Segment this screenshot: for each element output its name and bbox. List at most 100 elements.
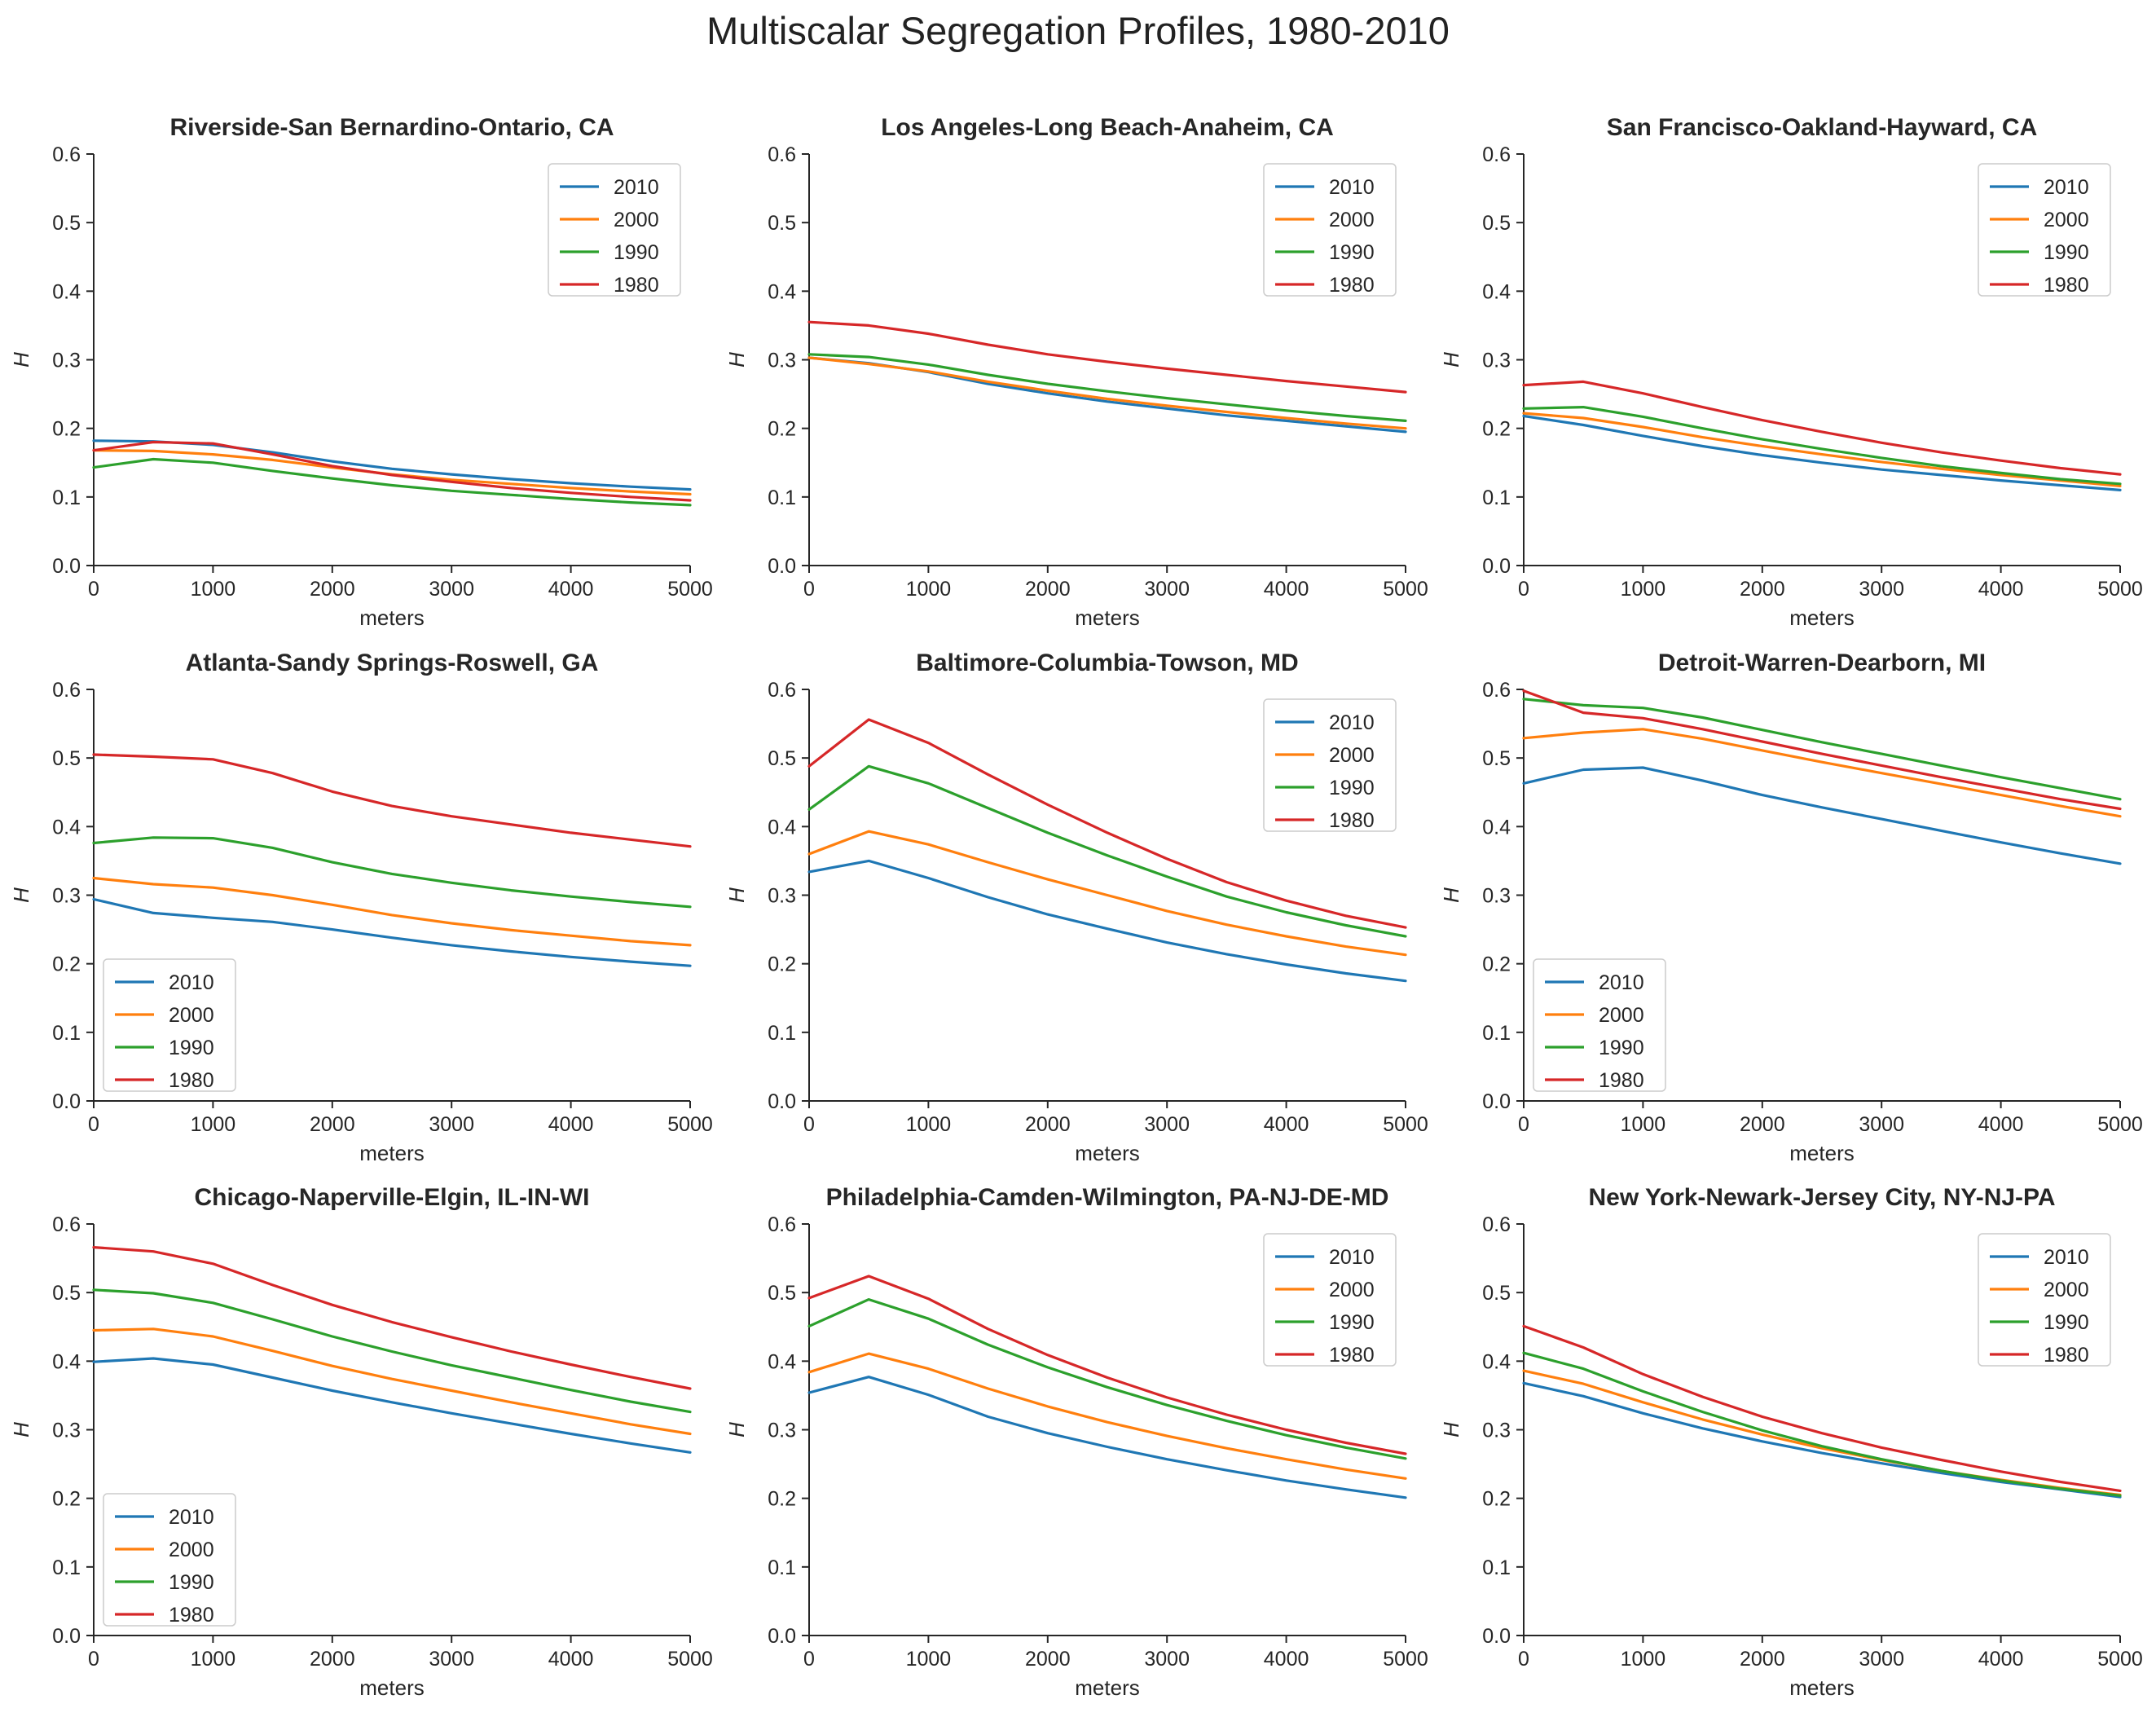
y-tick-label: 0.3	[768, 885, 796, 908]
series-line-1990	[1522, 406, 2122, 486]
y-tick-label: 0.4	[768, 280, 796, 303]
series-line-1990	[92, 457, 692, 507]
series-line-1980	[807, 718, 1407, 929]
subplot-title: Chicago-Naperville-Elgin, IL-IN-WI	[194, 1184, 589, 1211]
x-tick-label: 4000	[1264, 1113, 1309, 1136]
y-tick-label: 0.5	[1482, 1282, 1511, 1305]
legend-label-1990: 1990	[1329, 1311, 1375, 1334]
subplot-1: Riverside-San Bernardino-Ontario, CA 0.0 0…	[9, 114, 713, 630]
x-axis-label: meters	[359, 605, 424, 630]
legend-box	[548, 163, 681, 297]
x-tick-label: 4000	[548, 1113, 594, 1136]
legend-label-1980: 1980	[614, 274, 659, 297]
legend-label-2000: 2000	[1329, 744, 1375, 767]
y-tick-label: 0.6	[52, 679, 81, 702]
series-line-1980	[1522, 380, 2122, 476]
y-tick-label: 0.1	[52, 486, 81, 509]
subplot-title: Detroit-Warren-Dearborn, MI	[1658, 649, 1986, 676]
x-tick-label: 4000	[548, 578, 594, 601]
legend-label-1980: 1980	[1599, 1069, 1644, 1092]
y-tick-label: 0.4	[52, 1350, 81, 1373]
legend-label-1990: 1990	[2044, 241, 2089, 264]
legend-label-2000: 2000	[2044, 1279, 2089, 1301]
series-line-2010	[92, 1357, 692, 1454]
x-tick-label: 3000	[1144, 1113, 1190, 1136]
y-tick-label: 0.1	[52, 1556, 81, 1579]
x-tick-label: 2000	[310, 578, 355, 601]
y-tick-label: 0.2	[768, 953, 796, 976]
legend-label-2010: 2010	[2044, 176, 2089, 199]
legend-label-1990: 1990	[1329, 777, 1375, 799]
x-tick-label: 2000	[1025, 1113, 1071, 1136]
y-tick-label: 0.5	[52, 212, 81, 235]
subplot-title: Los Angeles-Long Beach-Anaheim, CA	[881, 114, 1334, 141]
series-line-2010	[1522, 1381, 2122, 1499]
y-tick-label: 0.5	[1482, 212, 1511, 235]
y-tick-label: 0.0	[1482, 1090, 1511, 1113]
y-tick-label: 0.0	[52, 555, 81, 578]
x-tick-label: 0	[1518, 1648, 1529, 1671]
y-tick-label: 0.2	[1482, 953, 1511, 976]
x-tick-label: 2000	[1025, 1648, 1071, 1671]
legend-label-1980: 1980	[169, 1069, 214, 1092]
x-tick-label: 3000	[1144, 1648, 1190, 1671]
legend-box	[1978, 163, 2111, 297]
legend-label-2010: 2010	[1329, 1246, 1375, 1269]
x-tick-label: 1000	[1621, 1648, 1666, 1671]
legend-label-1990: 1990	[1599, 1037, 1644, 1059]
subplot-title: San Francisco-Oakland-Hayward, CA	[1607, 114, 2038, 141]
y-tick-label: 0.0	[768, 1090, 796, 1113]
x-tick-label: 5000	[667, 1648, 713, 1671]
x-tick-label: 0	[803, 578, 815, 601]
series-line-1980	[807, 1275, 1407, 1455]
legend-label-1980: 1980	[1329, 1344, 1375, 1367]
y-axis-label: H	[724, 887, 749, 903]
y-tick-label: 0.0	[768, 555, 796, 578]
legend-label-2000: 2000	[2044, 209, 2089, 231]
subplot-3: San Francisco-Oakland-Hayward, CA 0.0 0.1 0…	[1439, 114, 2143, 630]
y-tick-label: 0.6	[1482, 143, 1511, 166]
y-axis-label: H	[1439, 352, 1463, 368]
legend-label-1980: 1980	[1329, 809, 1375, 832]
legend-label-2010: 2010	[169, 1506, 214, 1529]
x-tick-label: 0	[88, 578, 99, 601]
legend-label-2010: 2010	[1329, 711, 1375, 734]
y-tick-label: 0.1	[768, 1556, 796, 1579]
subplot-2: Los Angeles-Long Beach-Anaheim, CA 0.0 0.1…	[724, 114, 1428, 630]
y-tick-label: 0.5	[52, 1282, 81, 1305]
x-tick-label: 0	[803, 1113, 815, 1136]
legend-box	[1263, 1233, 1397, 1367]
legend-box	[1533, 958, 1666, 1092]
legend-label-1990: 1990	[169, 1037, 214, 1059]
y-tick-label: 0.6	[768, 143, 796, 166]
legend: 2010 2000 1990 1980	[1263, 1233, 1397, 1367]
y-axis-label: H	[1439, 887, 1463, 903]
x-axis-label: meters	[1789, 1141, 1854, 1165]
y-tick-label: 0.3	[1482, 1420, 1511, 1442]
series-line-2000	[807, 830, 1407, 957]
x-tick-label: 0	[1518, 1113, 1529, 1136]
series-line-2000	[92, 876, 692, 947]
subplot-4: Atlanta-Sandy Springs-Roswell, GA 0.0 0.1 0…	[9, 649, 713, 1165]
subplot-title: New York-Newark-Jersey City, NY-NJ-PA	[1588, 1184, 2055, 1211]
series-line-2010	[1522, 414, 2122, 492]
x-tick-label: 5000	[667, 1113, 713, 1136]
subplot-title: Riverside-San Bernardino-Ontario, CA	[169, 114, 614, 141]
legend-label-1980: 1980	[2044, 1344, 2089, 1367]
x-tick-label: 3000	[429, 1648, 474, 1671]
legend: 2010 2000 1990 1980	[1263, 163, 1397, 297]
y-tick-label: 0.3	[768, 350, 796, 372]
series-line-2000	[92, 1327, 692, 1436]
y-tick-label: 0.4	[1482, 816, 1511, 839]
series-line-1990	[807, 1297, 1407, 1460]
y-tick-label: 0.6	[1482, 1213, 1511, 1236]
x-tick-label: 2000	[310, 1648, 355, 1671]
subplot-7: Chicago-Naperville-Elgin, IL-IN-WI 0.0 0.1…	[9, 1184, 713, 1700]
series-line-2000	[1522, 728, 2122, 818]
y-tick-label: 0.5	[768, 212, 796, 235]
y-tick-label: 0.4	[768, 1350, 796, 1373]
legend-box	[103, 1493, 236, 1627]
x-tick-label: 3000	[1859, 1113, 1904, 1136]
legend: 2010 2000 1990 1980	[103, 958, 236, 1092]
